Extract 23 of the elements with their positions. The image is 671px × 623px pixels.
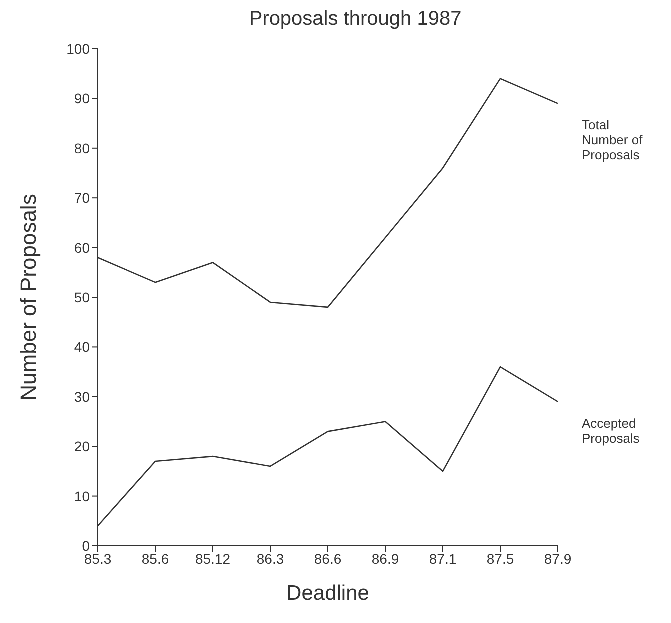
text: Accepted Proposals [582, 416, 640, 446]
x-tick-label: 86.6 [314, 550, 342, 567]
y-tick-label: 50 [74, 289, 90, 306]
x-axis-title: Deadline [286, 582, 370, 605]
y-tick-label: 60 [74, 240, 90, 256]
x-tick-label: 86.9 [372, 550, 400, 567]
x-tick-label: 85.12 [195, 550, 231, 567]
y-tick-label: 40 [74, 339, 90, 356]
x-tick-label: 85.6 [142, 550, 170, 567]
y-tick-label: 90 [74, 90, 90, 107]
x-tick-label: 87.5 [486, 550, 514, 567]
y-tick-label: 10 [74, 488, 90, 504]
y-tick-label: 80 [74, 140, 90, 156]
y-axis-title: Number of Proposals [16, 194, 41, 401]
y-tick-label: 70 [74, 190, 90, 206]
x-tick-label: 86.3 [256, 550, 284, 567]
text: Total Number of Proposals [582, 118, 644, 163]
y-tick-label: 20 [74, 438, 90, 455]
x-tick-label: 87.9 [544, 550, 572, 567]
chart-title: Proposals through 1987 [248, 8, 463, 31]
y-tick-label: 100 [66, 40, 90, 57]
y-tick-label: 30 [74, 388, 90, 405]
x-tick-label: 87.1 [429, 550, 457, 567]
